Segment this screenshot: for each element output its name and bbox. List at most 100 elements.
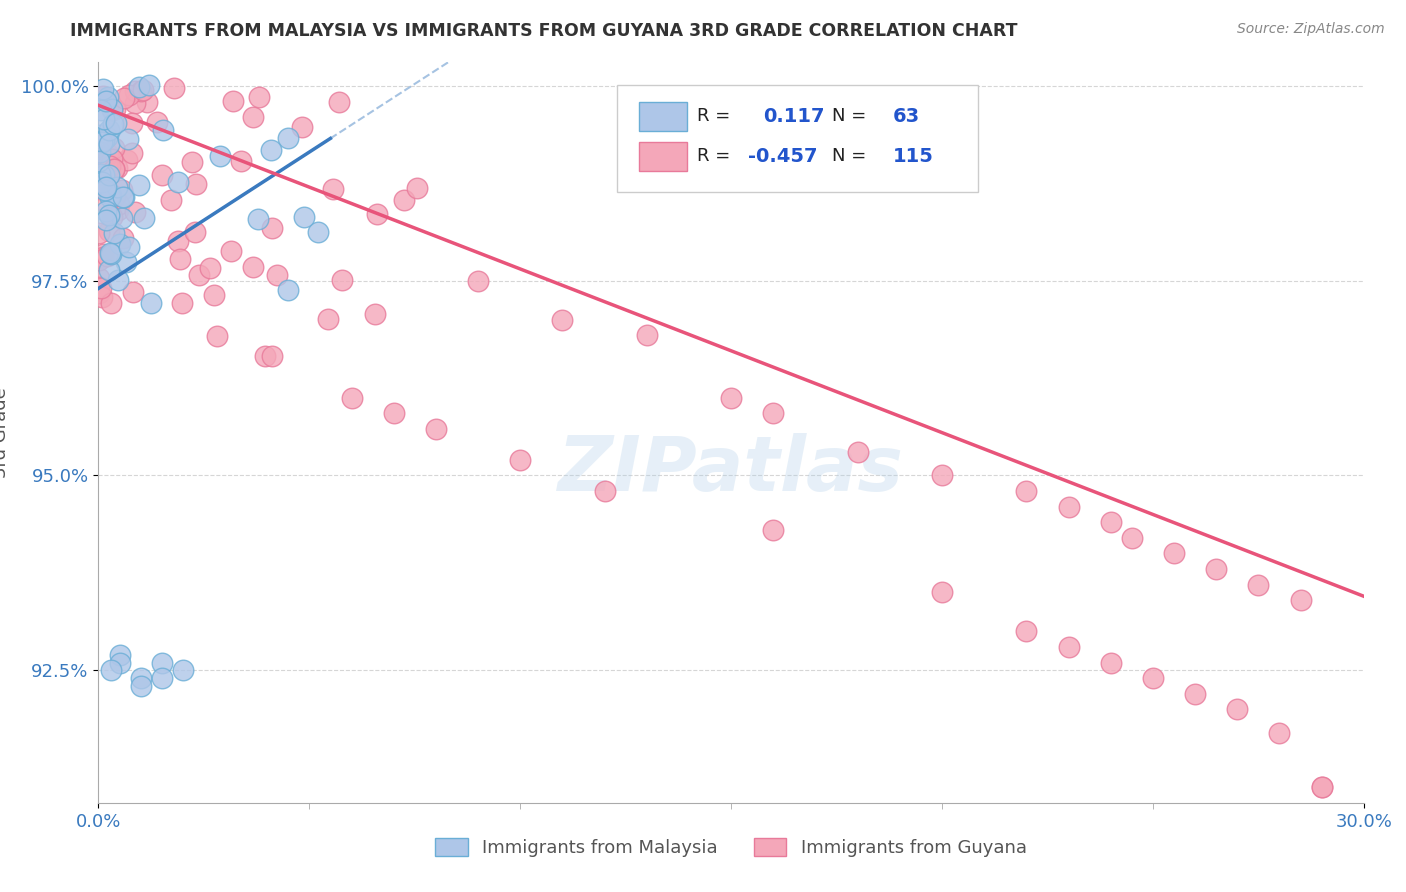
Point xyxy=(131,83,153,97)
Point xyxy=(91,250,114,264)
Point xyxy=(150,671,173,685)
Text: Source: ZipAtlas.com: Source: ZipAtlas.com xyxy=(1237,22,1385,37)
Text: R =: R = xyxy=(697,108,730,126)
Point xyxy=(247,211,270,226)
Point xyxy=(89,128,111,142)
Point xyxy=(91,247,114,261)
Text: 115: 115 xyxy=(893,147,934,166)
Text: ZIPatlas: ZIPatlas xyxy=(558,433,904,507)
Point xyxy=(117,132,139,146)
Point xyxy=(167,235,190,249)
Text: N =: N = xyxy=(832,147,866,165)
Point xyxy=(208,149,231,163)
Point xyxy=(108,648,131,662)
Point xyxy=(262,221,284,235)
Legend: Immigrants from Malaysia, Immigrants from Guyana: Immigrants from Malaysia, Immigrants fro… xyxy=(427,830,1035,864)
Point xyxy=(89,286,111,301)
Point xyxy=(762,523,785,537)
Point xyxy=(332,272,354,286)
Point xyxy=(307,225,329,239)
Point xyxy=(636,328,658,343)
Point xyxy=(186,177,208,191)
Point xyxy=(1310,780,1333,795)
Text: R =: R = xyxy=(697,147,730,165)
Point xyxy=(105,116,128,130)
Point xyxy=(98,159,121,173)
Point xyxy=(107,273,129,287)
Point xyxy=(277,130,299,145)
Point xyxy=(200,260,222,275)
Point xyxy=(107,196,129,211)
Point xyxy=(93,89,115,103)
Point xyxy=(98,189,121,203)
Point xyxy=(222,94,245,108)
Point xyxy=(132,211,155,225)
Text: 63: 63 xyxy=(893,107,920,126)
Point xyxy=(97,146,120,161)
Point xyxy=(108,656,131,670)
Point xyxy=(93,132,115,146)
Text: -0.457: -0.457 xyxy=(748,147,817,166)
Point xyxy=(97,168,120,182)
Point xyxy=(340,391,363,405)
Point xyxy=(105,179,128,194)
Point xyxy=(260,143,283,157)
Point xyxy=(1099,656,1122,670)
Point xyxy=(247,89,270,103)
Point xyxy=(124,84,146,98)
Text: 0.117: 0.117 xyxy=(762,107,824,126)
Point xyxy=(96,204,118,219)
Point xyxy=(100,103,122,118)
Point xyxy=(172,663,194,677)
Point xyxy=(931,585,953,599)
Point xyxy=(121,285,143,299)
Point xyxy=(1015,484,1038,499)
Point xyxy=(90,290,112,304)
Point xyxy=(103,161,125,176)
Point xyxy=(129,84,152,98)
Point xyxy=(121,116,143,130)
Point xyxy=(364,307,387,321)
Point xyxy=(101,117,124,131)
Point xyxy=(98,246,121,260)
Point xyxy=(121,145,143,160)
Point xyxy=(762,406,785,420)
Point xyxy=(146,115,169,129)
Point xyxy=(202,287,225,301)
Point xyxy=(1057,640,1080,654)
Point xyxy=(101,210,124,224)
Point xyxy=(1226,702,1249,716)
Point xyxy=(108,237,131,252)
Point xyxy=(262,349,284,363)
Point xyxy=(91,136,114,150)
Point xyxy=(1184,687,1206,701)
Point xyxy=(112,189,135,203)
Point xyxy=(100,188,122,202)
Point xyxy=(1057,500,1080,514)
Point xyxy=(94,183,117,197)
Point xyxy=(91,152,114,166)
Text: N =: N = xyxy=(832,108,866,126)
Point xyxy=(1205,562,1227,576)
Point xyxy=(91,82,114,96)
Point xyxy=(98,123,121,137)
Point xyxy=(93,112,115,127)
Point xyxy=(720,391,742,405)
FancyBboxPatch shape xyxy=(638,103,686,130)
Point xyxy=(931,468,953,483)
Point xyxy=(97,263,120,277)
Point xyxy=(150,656,173,670)
Point xyxy=(184,225,207,239)
Point xyxy=(118,88,141,103)
Point xyxy=(97,136,120,151)
Point xyxy=(163,80,186,95)
Point xyxy=(1142,671,1164,685)
Point xyxy=(242,110,264,124)
Point xyxy=(112,231,135,245)
Point xyxy=(98,208,121,222)
Point xyxy=(104,188,127,202)
Point xyxy=(593,484,616,499)
Point xyxy=(1310,780,1333,795)
Point xyxy=(1289,593,1312,607)
Point xyxy=(169,252,191,266)
